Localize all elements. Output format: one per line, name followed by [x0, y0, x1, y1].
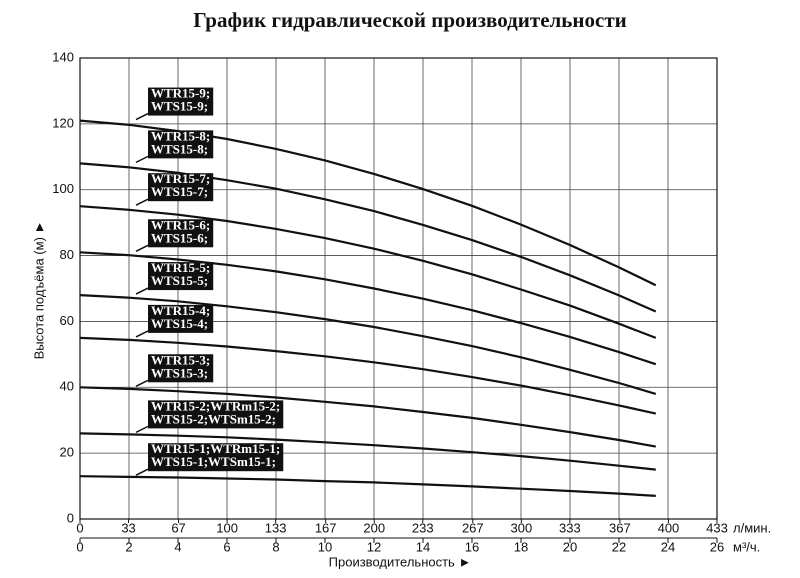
- series-name: WTR15-8;: [151, 128, 210, 143]
- series-name: WTR15-4;: [151, 303, 210, 318]
- x2-tick-label: 200: [363, 520, 385, 535]
- x2-tick-label: 0: [76, 520, 83, 535]
- label-box: [148, 354, 214, 383]
- series-name: WTR15-6;: [151, 217, 210, 232]
- series-label: WTR15-2;WTRm15-2;WTS15-2;WTSm15-2;: [135, 398, 284, 434]
- label-tick: [135, 379, 149, 387]
- y-tick-label: 60: [60, 313, 74, 328]
- series-label: WTR15-6;WTS15-6;: [135, 217, 214, 252]
- x2-unit: л/мин.: [733, 520, 771, 535]
- x-unit: м³/ч.: [733, 539, 760, 554]
- series-name: WTR15-5;: [151, 260, 210, 275]
- x-tick-label: 10: [318, 539, 332, 554]
- x-tick-label: 26: [710, 539, 724, 554]
- label-tick: [135, 425, 149, 434]
- label-box: [148, 87, 214, 116]
- series-name: WTS15-6;: [151, 230, 208, 245]
- curve: [79, 162, 657, 313]
- label-tick: [135, 468, 149, 476]
- curve: [79, 432, 656, 471]
- series-name: WTR15-3;: [151, 352, 210, 367]
- series-label: WTR15-5;WTS15-5;: [135, 260, 214, 295]
- series-name: WTS15-2;WTSm15-2;: [151, 411, 276, 426]
- x-tick-label: 4: [174, 539, 181, 554]
- series-name: WTR15-9;: [151, 86, 210, 101]
- curve: [79, 336, 657, 415]
- series-name: WTR15-2;WTRm15-2;: [151, 398, 280, 413]
- x-tick-label: 12: [367, 539, 381, 554]
- series-name: WTS15-3;: [151, 365, 208, 380]
- x-tick-label: 16: [465, 539, 479, 554]
- y-tick-label: 140: [52, 49, 74, 64]
- x2-tick-label: 433: [706, 520, 728, 535]
- y-tick-label: 40: [60, 379, 74, 394]
- x-tick-label: 0: [76, 539, 83, 554]
- y-tick-label: 20: [60, 445, 74, 460]
- x-tick-label: 24: [661, 539, 675, 554]
- x2-tick-label: 233: [412, 520, 434, 535]
- x-tick-label: 2: [125, 539, 132, 554]
- series-label: WTR15-1;WTRm15-1;WTS15-1;WTSm15-1;: [135, 441, 284, 476]
- x2-tick-label: 333: [559, 520, 581, 535]
- series-label: WTR15-4;WTS15-4;: [135, 303, 214, 338]
- label-box: [148, 130, 214, 159]
- x-tick-label: 18: [514, 539, 528, 554]
- label-box: [148, 304, 214, 333]
- label-box: [148, 262, 214, 291]
- y-axis-label: Высота подъёма (м) ►: [31, 221, 46, 360]
- y-tick-label: 80: [60, 247, 74, 262]
- label-box: [148, 173, 214, 202]
- x-tick-label: 22: [612, 539, 626, 554]
- series-name: WTS15-5;: [151, 273, 208, 288]
- label-box: [148, 400, 284, 429]
- series-name: WTS15-4;: [151, 316, 208, 331]
- x-tick-label: 14: [416, 539, 430, 554]
- label-tick: [135, 155, 149, 164]
- plot-border: [79, 57, 718, 520]
- curve: [79, 386, 656, 448]
- x2-tick-label: 400: [658, 520, 680, 535]
- x2-tick-label: 267: [462, 520, 484, 535]
- y-tick-label: 120: [52, 115, 74, 130]
- chart-title: График гидравлической производительности: [193, 8, 626, 32]
- x2-tick-label: 33: [121, 520, 135, 535]
- y-tick-label: 0: [67, 510, 74, 525]
- x-tick-label: 20: [563, 539, 577, 554]
- x2-tick-label: 67: [171, 520, 185, 535]
- curve: [79, 205, 657, 339]
- series-label: WTR15-9;WTS15-9;: [135, 86, 214, 121]
- series-name: WTS15-1;WTSm15-1;: [151, 454, 276, 469]
- curve: [79, 251, 657, 366]
- series-label: WTR15-8;WTS15-8;: [135, 128, 214, 164]
- label-tick: [135, 198, 149, 206]
- x2-tick-label: 133: [265, 520, 287, 535]
- curve: [79, 475, 656, 497]
- series-label: WTR15-7;WTS15-7;: [135, 171, 214, 206]
- label-tick: [135, 112, 149, 121]
- series-label: WTR15-3;WTS15-3;: [135, 352, 214, 387]
- label-tick: [135, 244, 149, 252]
- x2-tick-label: 367: [609, 520, 631, 535]
- x-tick-label: 8: [272, 539, 279, 554]
- x-axis-label: Производительность ►: [329, 554, 472, 569]
- y-tick-label: 100: [52, 181, 74, 196]
- series-name: WTR15-7;: [151, 171, 210, 186]
- x2-tick-label: 100: [216, 520, 238, 535]
- curve: [79, 294, 657, 395]
- series-name: WTS15-7;: [151, 184, 208, 199]
- series-name: WTS15-8;: [151, 141, 208, 156]
- x-tick-label: 6: [223, 539, 230, 554]
- x2-tick-label: 300: [510, 520, 532, 535]
- label-tick: [135, 330, 149, 338]
- series-name: WTR15-1;WTRm15-1;: [151, 441, 280, 456]
- series-name: WTS15-9;: [151, 99, 208, 114]
- label-tick: [135, 287, 149, 295]
- x2-tick-label: 167: [315, 520, 337, 535]
- label-box: [148, 219, 214, 248]
- label-box: [148, 443, 284, 472]
